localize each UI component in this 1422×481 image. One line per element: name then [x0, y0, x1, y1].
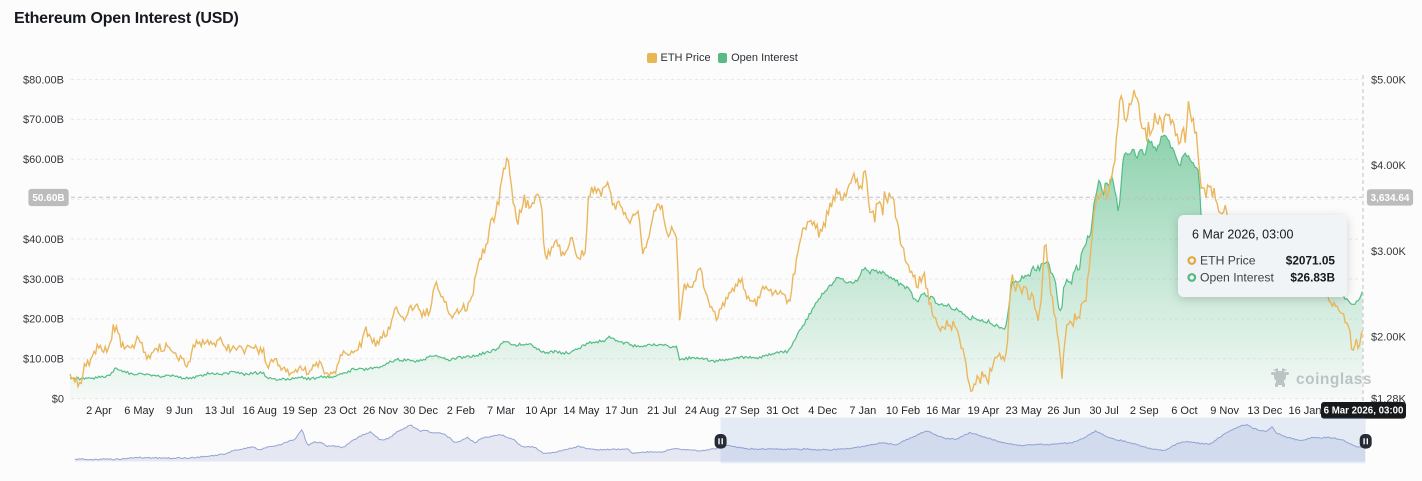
svg-text:7 Jan: 7 Jan [849, 405, 876, 417]
svg-text:14 May: 14 May [563, 405, 600, 417]
svg-text:16 Jan: 16 Jan [1288, 405, 1321, 417]
svg-text:21 Jul: 21 Jul [647, 405, 676, 417]
svg-text:coinglass: coinglass [1296, 371, 1372, 388]
svg-text:$5.00K: $5.00K [1371, 74, 1407, 86]
svg-text:$80.00B: $80.00B [23, 74, 64, 86]
svg-text:26 Nov: 26 Nov [363, 405, 398, 417]
svg-text:24 Aug: 24 Aug [685, 405, 719, 417]
svg-text:19 Apr: 19 Apr [967, 405, 999, 417]
svg-text:50.60B: 50.60B [32, 193, 64, 204]
svg-text:7 Mar: 7 Mar [487, 405, 515, 417]
svg-text:6 Mar 2026, 03:00: 6 Mar 2026, 03:00 [1192, 228, 1294, 242]
svg-text:3,634.64: 3,634.64 [1371, 193, 1410, 204]
svg-text:19 Sep: 19 Sep [283, 405, 318, 417]
svg-text:9 Nov: 9 Nov [1210, 405, 1239, 417]
svg-text:2 Apr: 2 Apr [86, 405, 112, 417]
svg-text:Open Interest: Open Interest [1200, 271, 1274, 285]
svg-text:30 Dec: 30 Dec [403, 405, 438, 417]
svg-text:$60.00B: $60.00B [23, 154, 64, 166]
svg-text:$40.00B: $40.00B [23, 234, 64, 246]
svg-text:10 Apr: 10 Apr [525, 405, 557, 417]
svg-text:13 Dec: 13 Dec [1247, 405, 1282, 417]
svg-text:23 May: 23 May [1006, 405, 1043, 417]
svg-text:$70.00B: $70.00B [23, 114, 64, 126]
svg-text:10 Feb: 10 Feb [886, 405, 920, 417]
svg-text:13 Jul: 13 Jul [205, 405, 234, 417]
svg-text:2 Feb: 2 Feb [447, 405, 475, 417]
svg-text:30 Jul: 30 Jul [1089, 405, 1118, 417]
svg-text:26 Jun: 26 Jun [1047, 405, 1080, 417]
svg-text:$2071.05: $2071.05 [1286, 254, 1336, 268]
svg-text:6 May: 6 May [124, 405, 154, 417]
svg-text:2 Sep: 2 Sep [1130, 405, 1159, 417]
svg-text:23 Oct: 23 Oct [324, 405, 356, 417]
svg-text:$3.00K: $3.00K [1371, 246, 1407, 258]
svg-text:6 Mar 2026, 03:00: 6 Mar 2026, 03:00 [1324, 406, 1404, 417]
svg-text:31 Oct: 31 Oct [766, 405, 798, 417]
svg-text:$4.00K: $4.00K [1371, 160, 1407, 172]
svg-text:$20.00B: $20.00B [23, 314, 64, 326]
svg-text:16 Mar: 16 Mar [926, 405, 961, 417]
svg-text:$10.00B: $10.00B [23, 354, 64, 366]
svg-text:$26.83B: $26.83B [1290, 271, 1335, 285]
svg-text:$0: $0 [52, 394, 64, 406]
svg-text:17 Jun: 17 Jun [605, 405, 638, 417]
svg-text:16 Aug: 16 Aug [243, 405, 277, 417]
svg-text:$30.00B: $30.00B [23, 274, 64, 286]
svg-text:9 Jun: 9 Jun [166, 405, 193, 417]
svg-text:$2.00K: $2.00K [1371, 332, 1407, 344]
svg-text:6 Oct: 6 Oct [1171, 405, 1197, 417]
svg-text:4 Dec: 4 Dec [808, 405, 837, 417]
svg-text:27 Sep: 27 Sep [725, 405, 760, 417]
svg-text:ETH Price: ETH Price [1200, 254, 1256, 268]
